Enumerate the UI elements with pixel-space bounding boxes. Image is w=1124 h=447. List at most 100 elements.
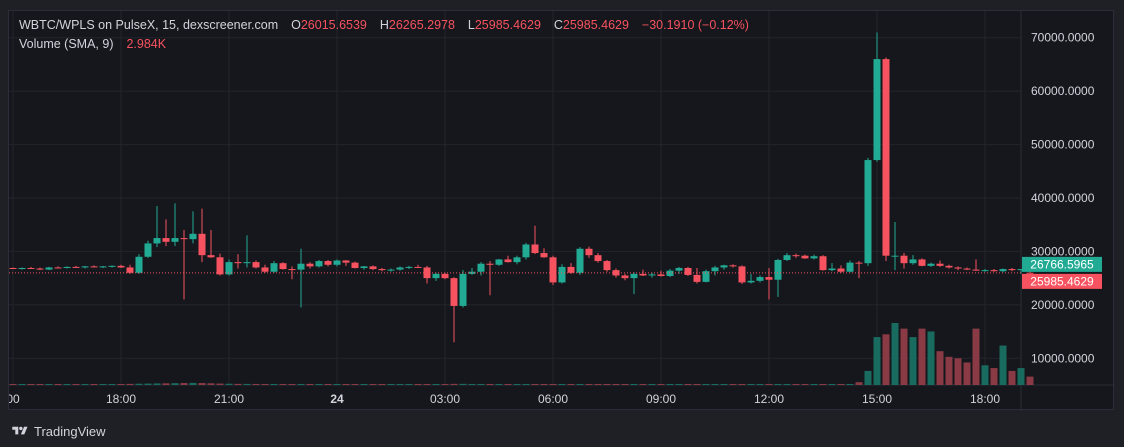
volume-bar (567, 384, 575, 385)
candle-body (216, 257, 224, 275)
candle-body (162, 238, 170, 242)
volume-bar (540, 384, 548, 385)
candle (324, 259, 332, 267)
candle (603, 259, 611, 272)
candle-body (846, 262, 854, 272)
symbol-label[interactable]: WBTC/WPLS on PulseX, 15, dexscreener.com (19, 18, 279, 32)
candle (117, 264, 125, 268)
candle (954, 266, 962, 271)
candle (783, 253, 791, 262)
low-label: L (467, 18, 475, 32)
volume-bar (756, 384, 764, 385)
footer-brand[interactable]: TradingView (12, 421, 106, 441)
candle (459, 270, 467, 308)
volume-bar (558, 384, 566, 385)
candle (360, 265, 368, 270)
candle-body (441, 273, 449, 279)
candle-body (261, 267, 269, 272)
volume-bar (936, 351, 944, 385)
candle-body (720, 265, 728, 268)
candle-body (477, 263, 485, 272)
candle-body (495, 259, 503, 265)
candle (207, 230, 215, 258)
candle (828, 263, 836, 272)
candle-body (207, 255, 215, 258)
candle-body (414, 266, 422, 268)
candle-body (918, 259, 926, 266)
volume-bar (603, 384, 611, 385)
candle (864, 157, 872, 266)
candle (720, 264, 728, 270)
candle (738, 265, 746, 285)
time-tick-label: 06:00 (538, 392, 568, 406)
volume-bar (9, 384, 17, 385)
candle-body (540, 253, 548, 258)
candle-body (657, 274, 665, 277)
volume-bar (720, 384, 728, 385)
volume-bar (288, 384, 296, 385)
volume-bar (216, 383, 224, 385)
volume-bar (522, 384, 530, 385)
volume-bar (72, 384, 80, 385)
candle (342, 259, 350, 266)
candle (693, 267, 701, 284)
volume-label[interactable]: Volume (SMA, 9) (19, 37, 114, 51)
volume-bar (585, 384, 593, 385)
candlestick-chart[interactable]: 10000.0000 20000.0000 30000.0000 40000.0000… (9, 11, 1115, 411)
candle-body (792, 255, 800, 257)
volume-bar (414, 384, 422, 385)
candle-body (558, 266, 566, 283)
volume-bar (351, 384, 359, 385)
time-tick-label: 09:00 (646, 392, 676, 406)
candle-body (351, 262, 359, 268)
candle-body (747, 280, 755, 283)
volume-bar (162, 383, 170, 385)
candle-body (756, 277, 764, 281)
candle (108, 265, 116, 268)
candle-body (729, 265, 737, 267)
candle (306, 262, 314, 269)
candle-body (900, 255, 908, 264)
candle (468, 267, 476, 275)
candle-body (648, 274, 656, 276)
axis-labels: 10000.0000 20000.0000 30000.0000 40000.0000… (9, 31, 1102, 406)
volume-bar (333, 384, 341, 385)
candle-body (99, 266, 107, 268)
volume-bar (918, 328, 926, 385)
candle-body (621, 275, 629, 279)
candle (171, 203, 179, 247)
volume-bar (900, 328, 908, 385)
candle-body (990, 270, 998, 272)
candle-body (864, 160, 872, 264)
price-tick-label: 20000.0000 (1031, 298, 1095, 312)
candle-body (387, 269, 395, 271)
candle (450, 277, 458, 343)
volume-bar (27, 384, 35, 385)
candle (369, 265, 377, 271)
volume-bar (270, 384, 278, 385)
volume-bar (405, 384, 413, 385)
time-tick-label: 24 (330, 392, 344, 406)
candle (72, 265, 80, 268)
candle (540, 248, 548, 258)
candle (153, 206, 161, 248)
volume-bar (495, 384, 503, 385)
volume-bar (963, 362, 971, 385)
candle (477, 262, 485, 276)
change-value: −30.1910 (−0.12%) (641, 18, 749, 32)
chart-panel[interactable]: 10000.0000 20000.0000 30000.0000 40000.0000… (8, 10, 1115, 411)
price-tag-label: 25985.4629 (1030, 274, 1094, 288)
volume-bar (864, 370, 872, 385)
candle-body (801, 255, 809, 259)
candle-body (711, 267, 719, 272)
candle (81, 265, 89, 269)
close-value: 25985.4629 (562, 18, 629, 32)
candle-body (909, 259, 917, 264)
price-tick-label: 10000.0000 (1031, 351, 1095, 365)
volume-bar (135, 383, 143, 385)
volume-bar (243, 383, 251, 385)
candle (594, 253, 602, 263)
volume-bar (819, 384, 827, 385)
candle-body (855, 262, 863, 264)
candle (9, 267, 17, 270)
